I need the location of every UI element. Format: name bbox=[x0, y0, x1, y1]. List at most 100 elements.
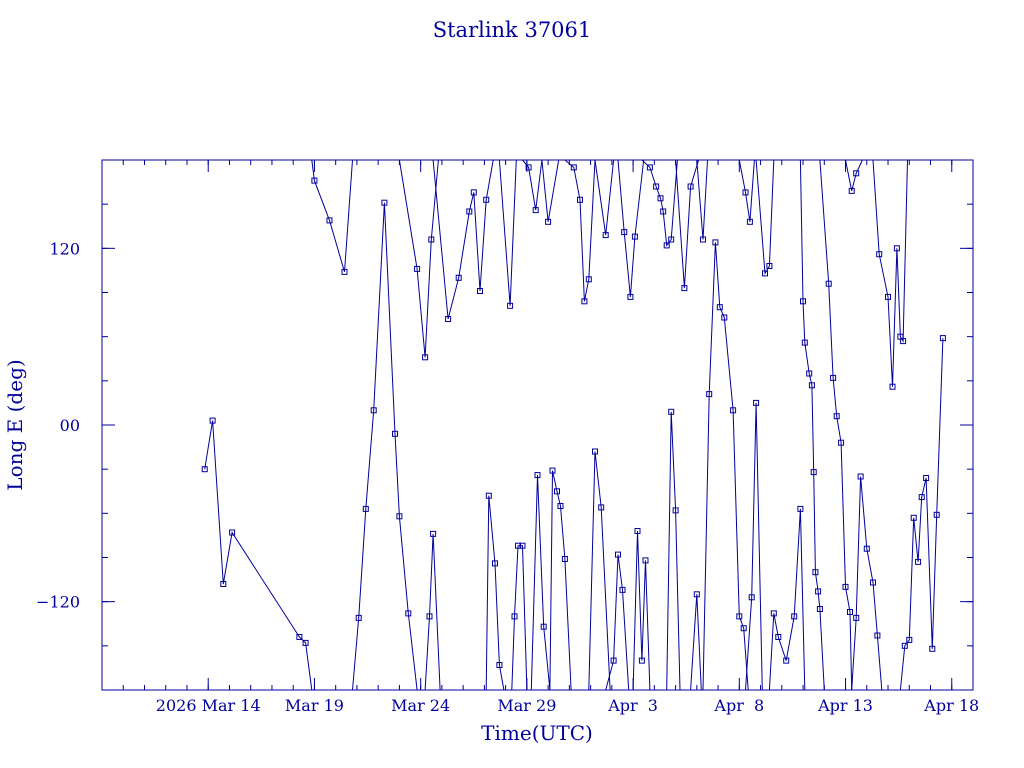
data-point bbox=[712, 239, 719, 246]
data-point bbox=[801, 339, 808, 346]
y-tick-label: 120 bbox=[49, 239, 80, 258]
series-line bbox=[398, 159, 439, 358]
data-point bbox=[592, 448, 598, 455]
data-point bbox=[455, 274, 462, 281]
data-point bbox=[815, 588, 822, 595]
data-point bbox=[812, 569, 819, 576]
data-point bbox=[740, 625, 747, 632]
data-point bbox=[876, 251, 883, 258]
data-point bbox=[302, 639, 309, 646]
data-point bbox=[657, 195, 664, 202]
data-point bbox=[602, 232, 609, 239]
plot-border bbox=[101, 159, 974, 691]
data-point bbox=[766, 263, 773, 269]
data-point bbox=[918, 494, 925, 501]
data-point bbox=[800, 298, 806, 305]
data-point bbox=[496, 662, 503, 668]
series-line bbox=[768, 508, 806, 691]
data-point bbox=[561, 556, 568, 562]
series-line bbox=[549, 470, 572, 691]
data-point bbox=[627, 293, 634, 300]
data-point bbox=[816, 606, 823, 612]
data-point bbox=[511, 613, 518, 620]
series-line bbox=[745, 402, 763, 691]
series-line bbox=[424, 533, 441, 691]
series-line bbox=[530, 475, 551, 691]
data-point bbox=[853, 170, 860, 177]
data-point bbox=[507, 302, 514, 309]
data-point bbox=[209, 417, 216, 424]
data-point bbox=[570, 164, 577, 171]
series-line bbox=[498, 159, 517, 306]
data-point bbox=[414, 265, 421, 272]
series-line bbox=[588, 451, 611, 691]
series-line bbox=[845, 159, 863, 192]
series-line bbox=[432, 159, 494, 320]
data-point bbox=[646, 164, 653, 171]
data-point bbox=[642, 557, 649, 564]
data-point bbox=[598, 504, 605, 511]
data-point bbox=[770, 610, 777, 617]
series-line bbox=[755, 159, 775, 276]
data-point bbox=[929, 645, 936, 652]
data-point bbox=[753, 399, 760, 406]
data-point bbox=[381, 199, 388, 206]
data-point bbox=[557, 503, 564, 509]
data-point bbox=[545, 218, 552, 225]
data-point bbox=[540, 623, 547, 630]
y-tick-label: −120 bbox=[36, 593, 80, 612]
data-point bbox=[910, 514, 917, 521]
data-point bbox=[853, 614, 860, 621]
data-point bbox=[483, 196, 490, 203]
data-point bbox=[775, 634, 782, 640]
series-line bbox=[738, 159, 755, 222]
data-point bbox=[668, 408, 675, 415]
series-line bbox=[541, 159, 560, 222]
data-point bbox=[220, 581, 227, 587]
data-point bbox=[900, 338, 907, 345]
data-point bbox=[838, 439, 845, 446]
series-line bbox=[564, 159, 596, 302]
data-markers bbox=[201, 164, 946, 668]
data-point bbox=[672, 507, 679, 514]
data-point bbox=[762, 270, 768, 277]
x-tick-labels: 2026 Mar 14 Mar 19 Mar 24 Mar 29 Apr 3 Apr 8 A… bbox=[156, 696, 979, 715]
data-point bbox=[492, 560, 498, 567]
data-point bbox=[549, 467, 556, 474]
axis-ticks bbox=[102, 160, 973, 690]
data-point bbox=[742, 189, 749, 196]
data-point bbox=[585, 276, 592, 283]
data-point bbox=[783, 657, 790, 664]
data-point bbox=[833, 413, 840, 420]
data-point bbox=[229, 529, 236, 536]
data-point bbox=[863, 545, 870, 552]
data-point bbox=[326, 217, 333, 224]
data-point bbox=[889, 383, 896, 390]
data-point bbox=[923, 475, 930, 481]
x-tick-label: Apr 13 bbox=[817, 696, 873, 715]
data-point bbox=[830, 374, 837, 381]
data-point bbox=[933, 511, 940, 518]
data-point bbox=[392, 430, 398, 437]
x-tick-label: Mar 29 bbox=[497, 696, 556, 715]
data-point bbox=[311, 177, 318, 184]
data-point bbox=[615, 551, 621, 558]
series-line bbox=[617, 159, 645, 297]
data-point bbox=[939, 335, 946, 342]
data-point bbox=[470, 189, 477, 196]
data-point bbox=[808, 382, 815, 389]
data-point bbox=[201, 466, 208, 473]
y-tick-label: 00 bbox=[60, 416, 80, 435]
series-line bbox=[872, 159, 908, 387]
data-point bbox=[631, 233, 638, 240]
data-point bbox=[485, 492, 492, 499]
x-tick-label: 2026 Mar 14 bbox=[156, 696, 261, 715]
data-point bbox=[405, 610, 412, 617]
series-line bbox=[352, 202, 418, 691]
data-point bbox=[619, 586, 626, 593]
data-point bbox=[847, 609, 853, 615]
data-point bbox=[296, 634, 303, 640]
data-point bbox=[842, 583, 849, 590]
data-point bbox=[746, 218, 753, 225]
data-point bbox=[422, 354, 429, 361]
